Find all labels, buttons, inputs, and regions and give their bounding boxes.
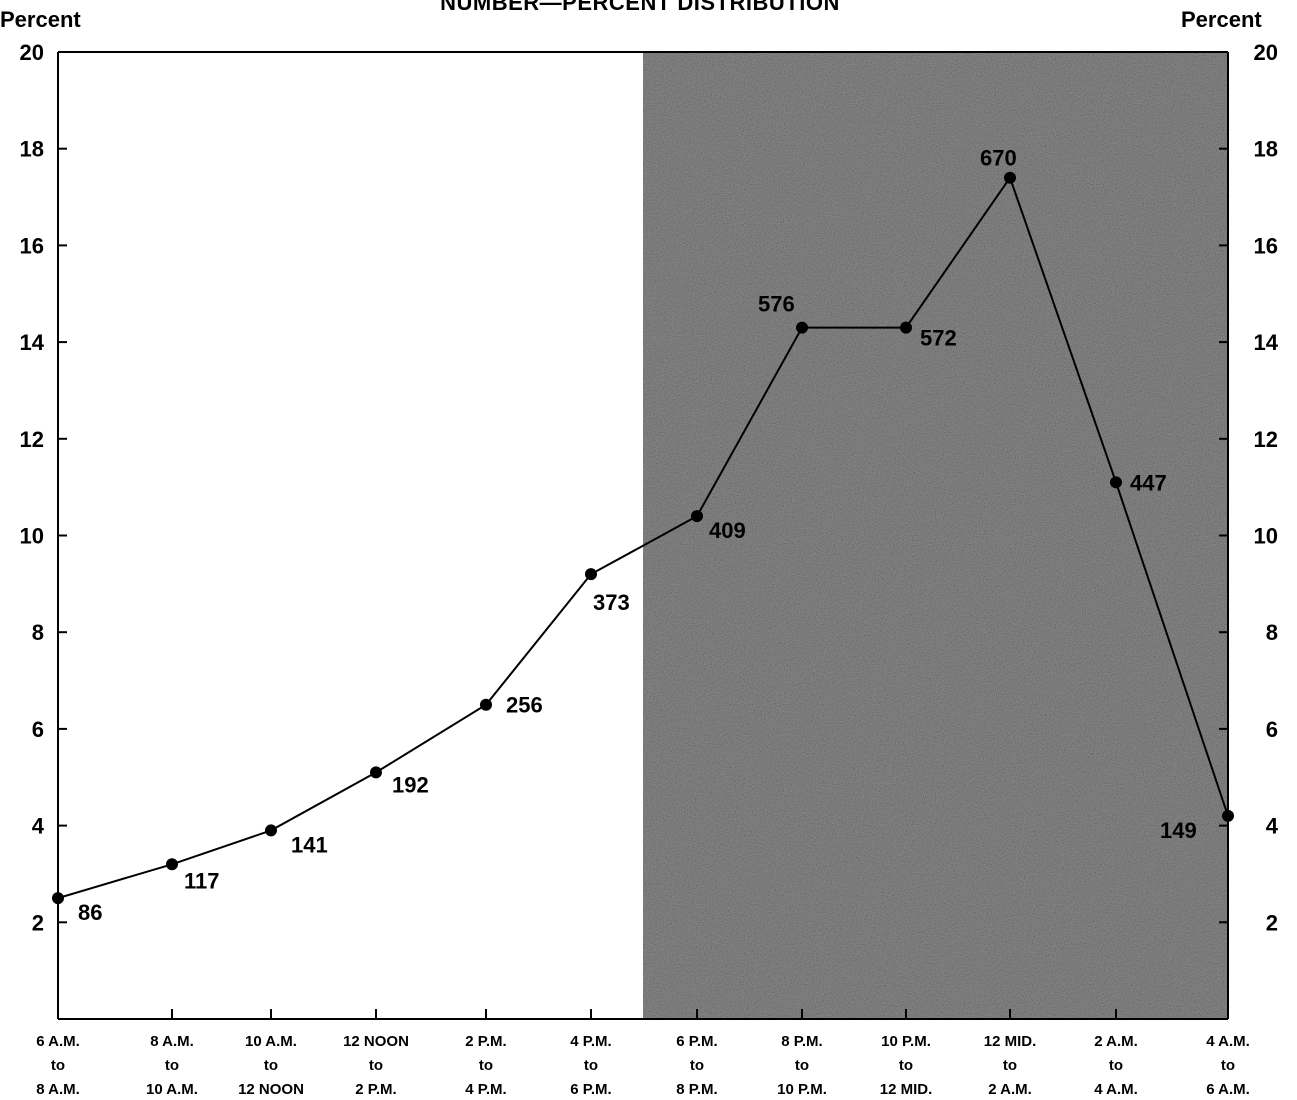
x-category-label: 12 MID. [984,1033,1037,1050]
data-point [1110,476,1122,489]
y-tick-label-right: 18 [1254,137,1278,162]
y-tick-label-left: 4 [32,814,45,839]
x-category-label: 6 P.M. [570,1081,611,1098]
x-category-label: to [369,1057,383,1074]
data-label: 409 [709,518,746,543]
data-label: 576 [758,292,795,317]
y-tick-label-left: 14 [20,330,45,355]
x-category-label: 10 P.M. [777,1081,827,1098]
data-point [166,858,178,871]
y-tick-label-right: 8 [1266,620,1278,645]
x-category-label: 4 P.M. [570,1033,611,1050]
y-tick-label-left: 18 [20,137,44,162]
x-category-label: to [795,1057,809,1074]
data-point [900,321,912,334]
y-tick-label-right: 6 [1266,717,1278,742]
x-category-label: 4 A.M. [1206,1033,1250,1050]
x-category-label: to [51,1057,65,1074]
y-tick-label-right: 16 [1254,233,1278,258]
x-category-label: 12 NOON [238,1081,304,1098]
x-category-label: 2 A.M. [988,1081,1032,1098]
x-category-label: to [264,1057,278,1074]
data-point [480,698,492,711]
chart-title: NUMBER—PERCENT DISTRIBUTION [440,0,840,15]
data-label: 447 [1130,470,1167,495]
data-point [52,892,64,905]
y-tick-label-left: 2 [32,910,44,935]
y-tick-label-right: 14 [1254,330,1279,355]
x-category-label: 8 P.M. [676,1081,717,1098]
y-tick-label-left: 6 [32,717,44,742]
data-label: 149 [1160,818,1197,843]
x-category-label: 6 A.M. [36,1033,80,1050]
data-point [1004,171,1016,184]
x-category-label: 8 A.M. [150,1033,194,1050]
x-category-label: 4 P.M. [465,1081,506,1098]
x-category-label: 10 A.M. [146,1081,198,1098]
shaded-region [643,52,1228,1019]
y-tick-label-left: 8 [32,620,44,645]
y-tick-label-left: 12 [20,427,44,452]
data-point [585,568,597,581]
x-category-label: to [479,1057,493,1074]
x-category-label: 6 P.M. [676,1033,717,1050]
x-category-label: 8 A.M. [36,1081,80,1098]
x-category-label: to [165,1057,179,1074]
x-category-label: 2 A.M. [1094,1033,1138,1050]
x-category-label: 10 P.M. [881,1033,931,1050]
x-category-label: to [584,1057,598,1074]
data-point [370,766,382,779]
x-category-label: to [899,1057,913,1074]
y-axis-title-right: Percent [1181,7,1262,32]
y-axis-title-left: Percent [0,7,81,32]
x-category-label: 2 P.M. [355,1081,396,1098]
x-category-label: to [1003,1057,1017,1074]
y-tick-label-left: 10 [20,524,44,549]
data-point [691,510,703,523]
y-tick-label-right: 4 [1266,814,1279,839]
x-category-label: 8 P.M. [781,1033,822,1050]
y-tick-label-right: 2 [1266,910,1278,935]
data-label: 86 [78,900,102,925]
x-category-label: to [1221,1057,1235,1074]
x-category-label: 12 MID. [880,1081,933,1098]
series-line [57,175,1229,900]
data-label: 373 [593,590,630,615]
y-tick-label-left: 16 [20,233,44,258]
y-tick-label-right: 10 [1254,524,1278,549]
data-label: 670 [980,146,1017,171]
data-label: 256 [506,693,543,718]
y-tick-label-right: 20 [1254,40,1278,65]
data-label: 141 [291,832,328,857]
x-category-label: 12 NOON [343,1033,409,1050]
data-point [796,321,808,334]
data-point [1222,809,1234,822]
x-category-label: 10 A.M. [245,1033,297,1050]
data-label: 572 [920,326,957,351]
data-label: 192 [392,772,429,797]
x-category-label: to [690,1057,704,1074]
data-point [265,824,277,837]
x-category-label: 4 A.M. [1094,1081,1138,1098]
data-label: 117 [184,868,220,893]
x-category-label: 2 P.M. [465,1033,506,1050]
y-tick-label-left: 20 [20,40,44,65]
x-category-label: 6 A.M. [1206,1081,1250,1098]
y-tick-label-right: 12 [1254,427,1278,452]
x-category-label: to [1109,1057,1123,1074]
